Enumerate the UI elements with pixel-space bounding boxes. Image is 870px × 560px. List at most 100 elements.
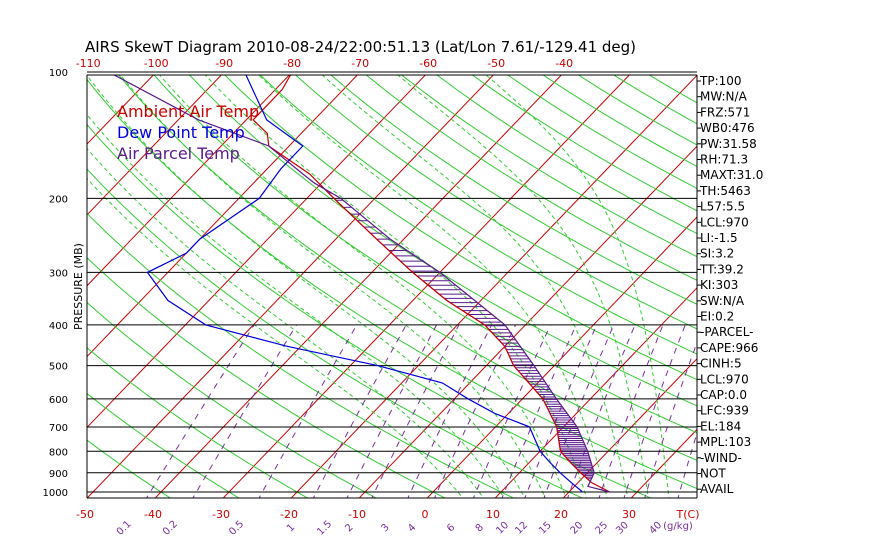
stats-item: LFC:939 bbox=[700, 404, 749, 418]
top-temp-tick-label: -40 bbox=[555, 57, 573, 70]
mixing-ratio-label: 20 bbox=[569, 520, 586, 537]
dry-adiabat-line bbox=[259, 75, 697, 355]
dry-adiabat-line bbox=[330, 75, 697, 305]
bottom-temp-tick-label: -40 bbox=[144, 508, 162, 521]
dry-adiabat-line bbox=[224, 75, 697, 381]
stats-item: KI:303 bbox=[700, 278, 738, 292]
pressure-tick-label: 600 bbox=[49, 395, 68, 406]
stats-item: LCL:970 bbox=[700, 372, 749, 386]
dry-adiabat-line bbox=[153, 75, 697, 434]
bottom-temp-tick-label: -20 bbox=[280, 508, 298, 521]
stats-item: L57:5.5 bbox=[700, 200, 745, 214]
dry-adiabat-line bbox=[87, 301, 378, 498]
pressure-tick-label: 800 bbox=[49, 447, 68, 458]
isobar-lines: 100 200 300 400 500 600 700 800 900 1000 bbox=[43, 68, 697, 499]
isotherm-line bbox=[87, 75, 223, 216]
top-temp-tick-label: -90 bbox=[215, 57, 233, 70]
dry-adiabat-line bbox=[471, 75, 697, 212]
dry-adiabat-line bbox=[400, 75, 697, 258]
chart-legend: Ambient Air Temp Dew Point Temp Air Parcel… bbox=[117, 102, 259, 163]
isotherm-line bbox=[87, 75, 359, 358]
isotherm-line bbox=[87, 75, 495, 498]
mixing-ratio-line bbox=[312, 324, 407, 498]
mixing-ratio-label: 1.5 bbox=[315, 519, 334, 538]
y-axis-label: PRESSURE (MB) bbox=[72, 243, 85, 330]
isotherm-line bbox=[154, 75, 563, 498]
mixing-ratio-label: 15 bbox=[537, 520, 554, 537]
stats-item: SW:N/A bbox=[700, 294, 745, 308]
dry-adiabat-line bbox=[365, 75, 697, 281]
stats-item: SI:3.2 bbox=[700, 247, 734, 261]
parcel-temp-line bbox=[112, 75, 610, 493]
top-temp-tick-label: -80 bbox=[283, 57, 301, 70]
moist-adiabat-line bbox=[87, 75, 526, 498]
legend-item: Air Parcel Temp bbox=[117, 144, 240, 163]
mixing-ratio-line bbox=[472, 324, 552, 498]
moist-adiabat-line bbox=[321, 75, 629, 498]
legend-item: Dew Point Temp bbox=[117, 123, 245, 142]
stats-item: -WIND- bbox=[700, 451, 742, 465]
mixing-ratio-label: 4 bbox=[406, 522, 418, 534]
dry-adiabat-line bbox=[87, 168, 584, 498]
mixing-ratio-label: 25 bbox=[593, 520, 610, 537]
top-temp-tick-label: -70 bbox=[351, 57, 369, 70]
mixing-ratio-line bbox=[346, 324, 438, 498]
stats-item: MAXT:31.0 bbox=[700, 168, 763, 182]
stats-item: EI:0.2 bbox=[700, 310, 734, 324]
moist-adiabat-line bbox=[397, 75, 649, 498]
stats-item: NOT bbox=[700, 467, 726, 481]
stats-item: CAP:0.0 bbox=[700, 388, 747, 402]
bottom-temp-tick-label: 30 bbox=[622, 508, 636, 521]
pressure-tick-label: 1000 bbox=[43, 488, 68, 499]
moist-adiabat-line bbox=[87, 177, 464, 498]
isotherm-line bbox=[222, 75, 631, 498]
mixing-ratio-label: 0.2 bbox=[161, 519, 180, 538]
bottom-temp-tick-label: -50 bbox=[76, 508, 94, 521]
stats-item: MW:N/A bbox=[700, 90, 748, 104]
isotherm-line bbox=[426, 216, 697, 498]
stats-item: TT:39.2 bbox=[699, 262, 744, 276]
mixing-ratio-label: 12 bbox=[513, 520, 530, 537]
dew-point-line bbox=[146, 75, 583, 493]
moist-adiabat-line bbox=[159, 75, 567, 498]
stats-item: FRZ:571 bbox=[700, 105, 750, 119]
dry-adiabat-line bbox=[87, 392, 240, 498]
stats-item: CINH:5 bbox=[700, 357, 742, 371]
moist-adiabat-line bbox=[87, 113, 505, 498]
stats-item: LCL:970 bbox=[700, 215, 749, 229]
mixing-ratio-label: 2 bbox=[343, 522, 355, 534]
isotherm-line bbox=[562, 357, 697, 498]
pressure-tick-label: 900 bbox=[49, 469, 68, 480]
isotherm-line bbox=[764, 63, 870, 501]
dry-adiabat-line bbox=[87, 212, 515, 498]
legend-item: Ambient Air Temp bbox=[117, 102, 259, 121]
dry-adiabat-line bbox=[648, 75, 697, 104]
stats-item: MPL:103 bbox=[700, 435, 751, 449]
moist-adiabat-line bbox=[119, 75, 547, 498]
mixing-ratio-line bbox=[501, 324, 577, 498]
bottom-temp-tick-label: 20 bbox=[554, 508, 568, 521]
mixing-ratio-line bbox=[258, 324, 358, 498]
top-temp-tick-label: -110 bbox=[76, 57, 101, 70]
stats-item: TH:5463 bbox=[699, 184, 751, 198]
stats-item: CAPE:966 bbox=[700, 341, 758, 355]
dry-adiabat-line bbox=[87, 439, 172, 498]
mixing-ratio-unit: (g/kg) bbox=[663, 521, 693, 532]
moist-adiabat-line bbox=[485, 75, 670, 498]
moist-adiabat-line bbox=[87, 147, 485, 498]
chart-title: AIRS SkewT Diagram 2010-08-24/22:00:51.1… bbox=[85, 38, 636, 56]
pressure-tick-label: 300 bbox=[49, 268, 68, 279]
pressure-tick-label: 200 bbox=[49, 194, 68, 205]
stats-item: -PARCEL- bbox=[700, 325, 754, 339]
stats-item: AVAIL bbox=[700, 482, 734, 496]
dry-adiabat-line bbox=[87, 347, 309, 498]
dry-adiabat-line bbox=[87, 257, 446, 498]
pressure-tick-label: 700 bbox=[49, 423, 68, 434]
ambient-temp-line bbox=[252, 75, 611, 493]
isotherm-line bbox=[358, 145, 697, 498]
stats-item: EL:184 bbox=[700, 419, 741, 433]
mixing-ratio-label: 8 bbox=[474, 522, 486, 534]
bottom-temp-tick-label: -30 bbox=[212, 508, 230, 521]
top-temp-tick-label: -60 bbox=[419, 57, 437, 70]
pressure-tick-label: 100 bbox=[49, 68, 68, 79]
